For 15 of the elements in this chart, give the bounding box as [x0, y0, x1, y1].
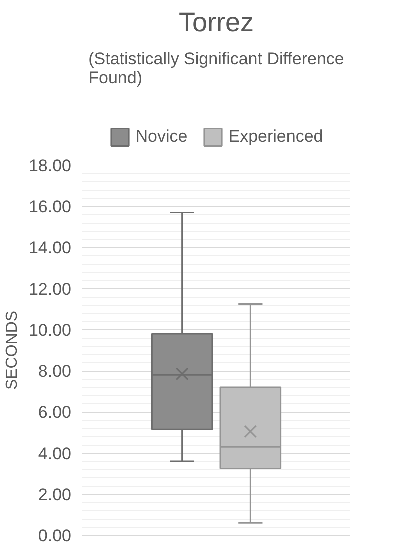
y-tick-label: 14.00: [28, 238, 72, 258]
legend-label: Experienced: [228, 127, 324, 147]
y-tick-label: 16.00: [28, 198, 72, 217]
legend-label: Novice: [136, 127, 188, 147]
y-tick-label: 2.00: [38, 485, 72, 504]
chart-title: Torrez: [178, 8, 254, 38]
y-axis-title: SECONDS: [4, 310, 21, 390]
y-tick-label: 0.00: [38, 526, 72, 546]
chart-subtitle: (Statistically Significant Difference Found): [88, 50, 344, 88]
y-tick-label: 10.00: [28, 320, 72, 340]
y-tick-label: 6.00: [38, 403, 72, 422]
y-tick-label: 12.00: [28, 280, 72, 299]
y-tick-label: 8.00: [38, 362, 72, 382]
y-tick-label: 4.00: [38, 444, 72, 464]
y-tick-label: 18.00: [28, 156, 72, 176]
